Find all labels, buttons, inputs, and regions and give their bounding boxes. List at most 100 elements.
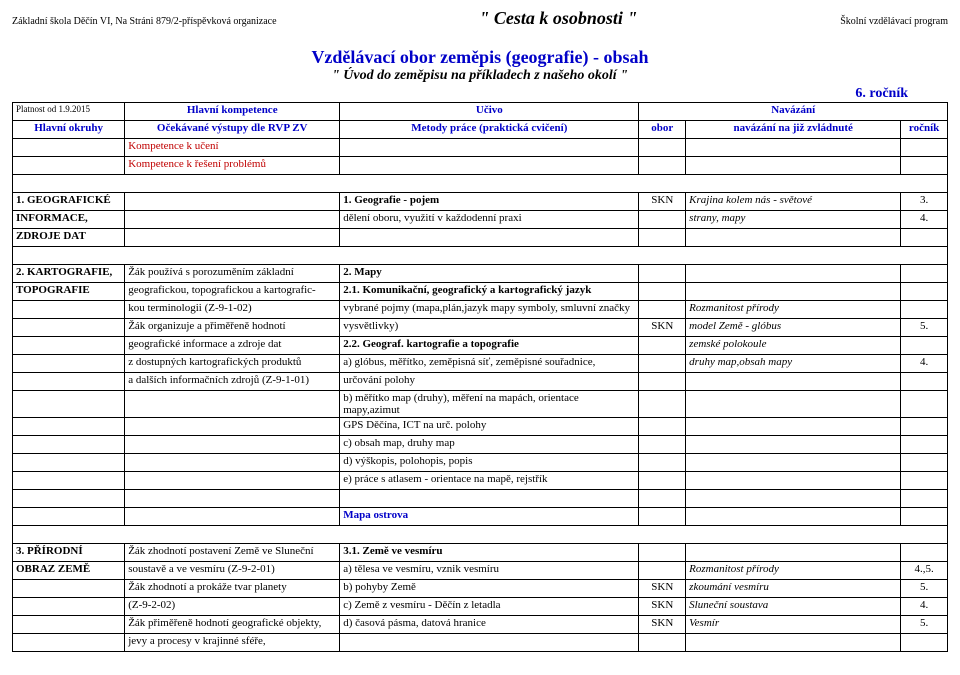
sec2-c4: vysvětlivky) bbox=[340, 319, 639, 337]
sec2-b5: geografické informace a zdroje dat bbox=[125, 337, 340, 355]
sec1-e2: strany, mapy bbox=[686, 211, 901, 229]
header-row-1: Platnost od 1.9.2015 Hlavní kompetence U… bbox=[13, 103, 948, 121]
header-right: Školní vzdělávací program bbox=[840, 16, 948, 27]
sec3-e2: Rozmanitost přírody bbox=[686, 562, 901, 580]
sec1-row2: INFORMACE, dělení oboru, využití v každo… bbox=[13, 211, 948, 229]
sec3-row3: Žák zhodnotí a prokáže tvar planety b) p… bbox=[13, 580, 948, 598]
sec2-row8: b) měřítko map (druhy), měření na mapách… bbox=[13, 391, 948, 418]
sec1-c1: 1. Geografie - pojem bbox=[340, 193, 639, 211]
col-jiz: navázání na již zvládnuté bbox=[686, 121, 901, 139]
sec2-e6: druhy map,obsah mapy bbox=[686, 355, 901, 373]
sec2-c11: d) výškopis, polohopis, popis bbox=[340, 454, 639, 472]
sec3-row5: Žák přiměřeně hodnotí geografické objekt… bbox=[13, 616, 948, 634]
header-row-2: Hlavní okruhy Očekávané výstupy dle RVP … bbox=[13, 121, 948, 139]
col-okruhy: Hlavní okruhy bbox=[13, 121, 125, 139]
sec2-head: 2. KARTOGRAFIE, bbox=[13, 265, 125, 283]
sec2-row1: 2. KARTOGRAFIE, Žák používá s porozumění… bbox=[13, 265, 948, 283]
mapa-ostrova: Mapa ostrova bbox=[340, 508, 639, 526]
sec2-c5: 2.2. Geograf. kartografie a topografie bbox=[340, 337, 639, 355]
col-obor: obor bbox=[639, 121, 686, 139]
sec1-c2: dělení oboru, využití v každodenní praxi bbox=[340, 211, 639, 229]
sec1-sub1: INFORMACE, bbox=[13, 211, 125, 229]
sec2-b7: a dalších informačních zdrojů (Z-9-1-01) bbox=[125, 373, 340, 391]
sec1-sub2: ZDROJE DAT bbox=[13, 229, 125, 247]
sec3-c3: b) pohyby Země bbox=[340, 580, 639, 598]
sec2-row2: TOPOGRAFIE geografickou, topografickou a… bbox=[13, 283, 948, 301]
sec2-row9: GPS Děčína, ICT na urč. polohy bbox=[13, 418, 948, 436]
sec3-head: 3. PŘÍRODNÍ bbox=[13, 544, 125, 562]
sec1-row3: ZDROJE DAT bbox=[13, 229, 948, 247]
sec2-c6: a) glóbus, měřítko, zeměpisná síť, zeměp… bbox=[340, 355, 639, 373]
sec3-row2: OBRAZ ZEMĚ soustavě a ve vesmíru (Z-9-2-… bbox=[13, 562, 948, 580]
sec3-b1: Žák zhodnotí postavení Země ve Sluneční bbox=[125, 544, 340, 562]
sec1-e1: Krajina kolem nás - světové bbox=[686, 193, 901, 211]
sec3-d3: SKN bbox=[639, 580, 686, 598]
sec3-f5: 5. bbox=[901, 616, 948, 634]
komp-uceni: Kompetence k učení bbox=[125, 139, 340, 157]
komp-row-2: Kompetence k řešení problémů bbox=[13, 157, 948, 175]
sec2-row5: geografické informace a zdroje dat 2.2. … bbox=[13, 337, 948, 355]
komp-row-1: Kompetence k učení bbox=[13, 139, 948, 157]
col-rocnik: ročník bbox=[901, 121, 948, 139]
sec3-f2: 4.,5. bbox=[901, 562, 948, 580]
sec2-row4: Žák organizuje a přiměřeně hodnotí vysvě… bbox=[13, 319, 948, 337]
sec3-c2: a) tělesa ve vesmíru, vznik vesmíru bbox=[340, 562, 639, 580]
sec3-b2: soustavě a ve vesmíru (Z-9-2-01) bbox=[125, 562, 340, 580]
sec3-b5: Žák přiměřeně hodnotí geografické objekt… bbox=[125, 616, 340, 634]
sec2-b6: z dostupných kartografických produktů bbox=[125, 355, 340, 373]
sec3-b3: Žák zhodnotí a prokáže tvar planety bbox=[125, 580, 340, 598]
sec3-row1: 3. PŘÍRODNÍ Žák zhodnotí postavení Země … bbox=[13, 544, 948, 562]
sec1-row1: 1. GEOGRAFICKÉ 1. Geografie - pojem SKN … bbox=[13, 193, 948, 211]
sec3-e4: Sluneční soustava bbox=[686, 598, 901, 616]
sec2-row3: kou terminologii (Z-9-1-02) vybrané pojm… bbox=[13, 301, 948, 319]
sec2-row-mapa: Mapa ostrova bbox=[13, 508, 948, 526]
sec2-c7: určování polohy bbox=[340, 373, 639, 391]
sec2-e4: model Země - glóbus bbox=[686, 319, 901, 337]
sec3-e3: zkoumání vesmíru bbox=[686, 580, 901, 598]
sec3-d4: SKN bbox=[639, 598, 686, 616]
sec2-b4: Žák organizuje a přiměřeně hodnotí bbox=[125, 319, 340, 337]
sec2-row11: d) výškopis, polohopis, popis bbox=[13, 454, 948, 472]
sec3-row6: jevy a procesy v krajinné sféře, bbox=[13, 634, 948, 652]
sec2-row10: c) obsah map, druhy map bbox=[13, 436, 948, 454]
sec3-f3: 5. bbox=[901, 580, 948, 598]
sec3-c4: c) Země z vesmíru - Děčín z letadla bbox=[340, 598, 639, 616]
sec2-c10: c) obsah map, druhy map bbox=[340, 436, 639, 454]
sec2-c8: b) měřítko map (druhy), měření na mapách… bbox=[340, 391, 639, 418]
title-main: Vzdělávací obor zeměpis (geografie) - ob… bbox=[12, 47, 948, 68]
col-kompetence: Hlavní kompetence bbox=[125, 103, 340, 121]
sec2-f4: 5. bbox=[901, 319, 948, 337]
sec3-b4: (Z-9-2-02) bbox=[125, 598, 340, 616]
sec3-d5: SKN bbox=[639, 616, 686, 634]
grade-label: 6. ročník bbox=[12, 86, 948, 102]
sec1-f1: 3. bbox=[901, 193, 948, 211]
sec2-row7: a dalších informačních zdrojů (Z-9-1-01)… bbox=[13, 373, 948, 391]
sec2-e3: Rozmanitost přírody bbox=[686, 301, 901, 319]
sec3-b6: jevy a procesy v krajinné sféře, bbox=[125, 634, 340, 652]
sec2-c9: GPS Děčína, ICT na urč. polohy bbox=[340, 418, 639, 436]
page-header: Základní škola Děčín VI, Na Stráni 879/2… bbox=[12, 8, 948, 29]
sec2-sub: TOPOGRAFIE bbox=[13, 283, 125, 301]
curriculum-table: Platnost od 1.9.2015 Hlavní kompetence U… bbox=[12, 102, 948, 652]
sec2-row12: e) práce s atlasem - orientace na mapě, … bbox=[13, 472, 948, 490]
sec2-row6: z dostupných kartografických produktů a)… bbox=[13, 355, 948, 373]
col-navazani: Navázání bbox=[639, 103, 948, 121]
sec2-c1: 2. Mapy bbox=[340, 265, 639, 283]
sec2-c3: vybrané pojmy (mapa,plán,jazyk mapy symb… bbox=[340, 301, 639, 319]
col-ucivo: Učivo bbox=[340, 103, 639, 121]
sec2-f6: 4. bbox=[901, 355, 948, 373]
sec2-b1: Žák používá s porozuměním základní bbox=[125, 265, 340, 283]
sec3-e5: Vesmír bbox=[686, 616, 901, 634]
col-metody: Metody práce (praktická cvičení) bbox=[340, 121, 639, 139]
sec2-b3: kou terminologii (Z-9-1-02) bbox=[125, 301, 340, 319]
sec1-d1: SKN bbox=[639, 193, 686, 211]
sec1-head: 1. GEOGRAFICKÉ bbox=[13, 193, 125, 211]
header-left: Základní škola Děčín VI, Na Stráni 879/2… bbox=[12, 16, 277, 27]
sec2-c2: 2.1. Komunikační, geografický a kartogra… bbox=[340, 283, 639, 301]
title-sub: " Úvod do zeměpisu na příkladech z našeh… bbox=[12, 68, 948, 84]
sec2-row-empty bbox=[13, 490, 948, 508]
sec2-b2: geografickou, topografickou a kartografi… bbox=[125, 283, 340, 301]
header-center: " Cesta k osobnosti " bbox=[479, 8, 637, 29]
validity: Platnost od 1.9.2015 bbox=[13, 103, 125, 121]
sec3-f4: 4. bbox=[901, 598, 948, 616]
